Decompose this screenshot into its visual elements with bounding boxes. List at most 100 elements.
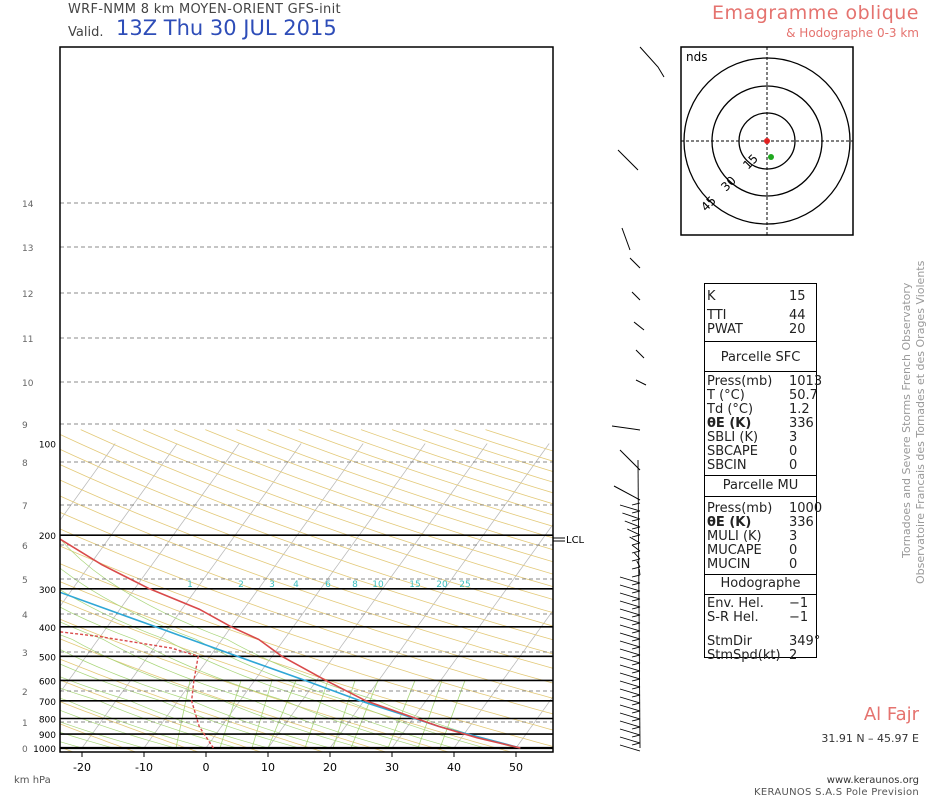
height-tick-label: 2 — [22, 688, 28, 698]
wind-barb — [619, 632, 641, 640]
isotherm-line — [205, 443, 426, 749]
pressure-tick-label: 900 — [39, 731, 56, 741]
wind-barb — [619, 712, 641, 720]
wind-barb — [631, 630, 641, 634]
series-lines — [60, 538, 521, 749]
pressure-tick-label: 500 — [39, 653, 56, 663]
height-tick-label: 10 — [22, 379, 34, 389]
mixing-ratio-label: 15 — [409, 580, 420, 590]
moist-adiabat-line — [439, 680, 466, 749]
wind-barb — [633, 321, 645, 331]
panel-divider — [705, 341, 816, 342]
pressure-lines — [60, 534, 553, 750]
wind-barb — [619, 664, 641, 672]
wind-barb — [631, 654, 641, 658]
index-label: Press(mb) — [707, 501, 773, 516]
height-tick-label: 11 — [22, 335, 33, 345]
isotherm-line — [391, 523, 553, 749]
moist-adiabat-line — [219, 680, 242, 749]
index-value: 0 — [789, 557, 798, 572]
index-label: S-R Hel. — [707, 610, 759, 625]
pressure-tick-label: 800 — [39, 715, 56, 725]
height-tick-label: 7 — [22, 502, 28, 512]
valid-label: Valid. — [68, 25, 104, 40]
mixing-ratio-label: 25 — [459, 580, 470, 590]
height-tick-label: 5 — [22, 576, 28, 586]
pressure-tick-label: 600 — [39, 677, 56, 687]
pressure-tick-label: 400 — [39, 624, 56, 634]
index-value: 1000 — [789, 501, 823, 516]
index-value: −1 — [789, 596, 809, 611]
index-label: StmSpd(kt) — [707, 648, 781, 663]
moist-adiabat-line — [60, 687, 238, 749]
parcel-line — [60, 591, 521, 749]
dry-adiabat-line — [111, 429, 553, 588]
moist-adiabat-line — [175, 680, 191, 749]
chart-title: Emagramme oblique — [712, 2, 919, 24]
wind-barb — [619, 728, 641, 736]
wind-barb — [631, 686, 641, 690]
height-tick-label: 1 — [22, 719, 28, 729]
pressure-tick-label: 200 — [39, 532, 56, 542]
site-link[interactable]: www.keraunos.org — [826, 775, 919, 786]
dry-adiabat-line — [60, 495, 553, 669]
isotherm-line — [267, 443, 488, 749]
wind-barb — [631, 726, 641, 730]
wind-barb — [611, 425, 641, 431]
wind-barb — [631, 622, 641, 626]
panel-divider — [705, 594, 816, 595]
index-value: 0 — [789, 543, 798, 558]
index-label: MULI (K) — [707, 529, 762, 544]
mixing-ratio-label: 10 — [372, 580, 384, 590]
index-value: 0 — [789, 458, 798, 473]
wind-barb — [639, 46, 665, 78]
x-tick-label: 20 — [323, 761, 337, 774]
isotherm-line — [60, 443, 178, 607]
dry-adiabat-line — [360, 429, 553, 494]
moist-adiabat-line — [251, 680, 273, 749]
index-label: StmDir — [707, 634, 752, 649]
section-title-mu: Parcelle MU — [722, 478, 799, 493]
index-label: θE (K) — [707, 416, 752, 431]
isotherm-line — [81, 443, 302, 749]
wind-barb — [619, 592, 641, 600]
hodograph-units-label: nds — [686, 50, 707, 64]
wind-barb — [634, 552, 641, 560]
height-tick-label: 9 — [22, 421, 28, 431]
wind-barb — [619, 616, 641, 624]
height-tick-label: 3 — [22, 649, 28, 659]
wind-barb — [619, 744, 641, 752]
moist-adiabat-line — [60, 731, 114, 749]
background-grid — [60, 429, 553, 752]
wind-barbs — [611, 46, 665, 752]
index-label: T (°C) — [707, 388, 745, 403]
wind-barb — [619, 624, 641, 632]
dry-adiabat-line — [80, 429, 553, 600]
wind-barb — [619, 688, 641, 696]
dry-adiabat-line — [60, 581, 553, 747]
index-label: MUCIN — [707, 557, 751, 572]
wind-barb — [631, 670, 641, 674]
panel-divider — [705, 475, 816, 476]
x-tick-label: 10 — [261, 761, 275, 774]
height-lines — [60, 202, 553, 723]
wind-barb — [617, 149, 639, 171]
index-label: SBCIN — [707, 458, 747, 473]
dry-adiabat-line — [60, 545, 553, 715]
dry-adiabat-line — [423, 429, 553, 472]
wind-barb — [619, 449, 641, 471]
wind-barb — [619, 736, 641, 744]
isotherm-line — [60, 443, 240, 694]
dry-adiabat-line — [60, 618, 450, 752]
index-label: PWAT — [707, 322, 743, 337]
index-value: 349° — [789, 634, 821, 649]
height-tick-label: 6 — [22, 542, 28, 552]
index-value: 3 — [789, 430, 798, 445]
moist-adiabat-line — [60, 697, 207, 749]
wind-barb — [638, 568, 641, 576]
dry-adiabat-line — [60, 448, 553, 627]
wind-barb — [629, 257, 641, 269]
mixing-ratio-labels: 1 2 3 4 6 8 10 15 20 25 — [187, 580, 471, 590]
mixing-ratio-label: 3 — [269, 580, 275, 590]
